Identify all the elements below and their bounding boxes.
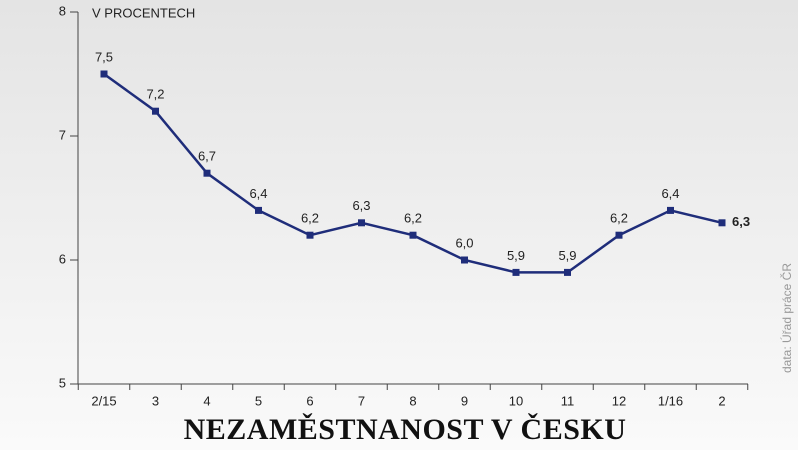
- x-tick-label: 12: [612, 393, 626, 408]
- y-tick-label: 7: [59, 127, 66, 142]
- data-label: 6,3: [732, 214, 750, 229]
- x-tick-label: 4: [203, 393, 210, 408]
- x-tick-label: 5: [255, 393, 262, 408]
- x-tick-label: 3: [152, 393, 159, 408]
- y-tick-label: 6: [59, 251, 66, 266]
- y-tick-label: 8: [59, 3, 66, 18]
- x-tick-label: 6: [306, 393, 313, 408]
- data-label: 6,7: [198, 149, 216, 164]
- point: [358, 219, 365, 227]
- data-label: 6,4: [249, 186, 267, 201]
- point: [564, 268, 571, 276]
- x-tick-label: 2: [718, 393, 725, 408]
- x-tick-label: 11: [561, 393, 575, 408]
- point: [306, 231, 314, 239]
- data-label: 7,5: [95, 49, 113, 64]
- data-label: 6,0: [455, 235, 473, 250]
- data-label: 6,2: [404, 211, 422, 226]
- data-label: 7,2: [146, 87, 164, 102]
- point: [667, 206, 674, 214]
- point: [615, 231, 623, 239]
- point: [255, 206, 262, 214]
- x-tick-label: 10: [509, 393, 523, 408]
- x-tick-label: 2/15: [91, 393, 116, 408]
- point: [152, 107, 159, 115]
- data-label: 5,9: [507, 248, 525, 263]
- data-label: 6,2: [610, 211, 628, 226]
- data-label: 6,2: [301, 211, 319, 226]
- x-tick-label: 9: [461, 393, 468, 408]
- point: [203, 169, 211, 177]
- source: data: Úřad práce ČR: [779, 263, 794, 373]
- y-axis-label: V PROCENTECH: [92, 5, 195, 20]
- chart-title: NEZAMĚSTNANOST V ČESKU: [184, 413, 627, 446]
- point: [461, 256, 468, 264]
- point: [100, 70, 108, 78]
- y-tick-label: 5: [59, 375, 66, 390]
- x-tick-label: 8: [409, 393, 416, 408]
- point: [409, 231, 417, 239]
- point: [512, 268, 520, 276]
- data-label: 6,4: [661, 186, 679, 201]
- point: [718, 219, 726, 227]
- x-tick-label: 1/16: [658, 393, 683, 408]
- data-label: 5,9: [558, 248, 576, 263]
- data-label: 6,3: [352, 198, 370, 213]
- x-tick-label: 7: [358, 393, 365, 408]
